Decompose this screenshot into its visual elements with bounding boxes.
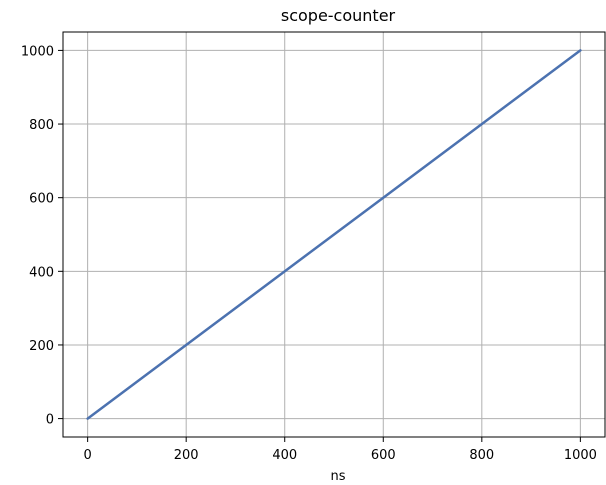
- grid: [63, 32, 605, 437]
- plot-frame: [62, 31, 606, 438]
- x-tick-label: 200: [174, 448, 199, 463]
- x-tick-label: 1000: [564, 448, 597, 463]
- y-tick-label: 1000: [21, 44, 54, 59]
- series-line: [86, 49, 582, 420]
- y-axis: 0 200 400 600 800 1000: [21, 44, 63, 428]
- y-tick-label: 0: [46, 413, 54, 428]
- y-tick-label: 600: [29, 192, 54, 207]
- x-axis: 0 200 400 600 800 1000: [83, 437, 597, 463]
- y-tick-label: 400: [29, 265, 54, 280]
- y-tick-label: 200: [29, 339, 54, 354]
- y-tick-label: 800: [29, 118, 54, 133]
- x-tick-label: 800: [469, 448, 494, 463]
- x-tick-label: 600: [371, 448, 396, 463]
- x-axis-label: ns: [330, 469, 345, 484]
- x-tick-label: 0: [83, 448, 91, 463]
- chart-title: scope-counter: [281, 6, 396, 25]
- x-tick-label: 400: [272, 448, 297, 463]
- series-group: [86, 49, 582, 420]
